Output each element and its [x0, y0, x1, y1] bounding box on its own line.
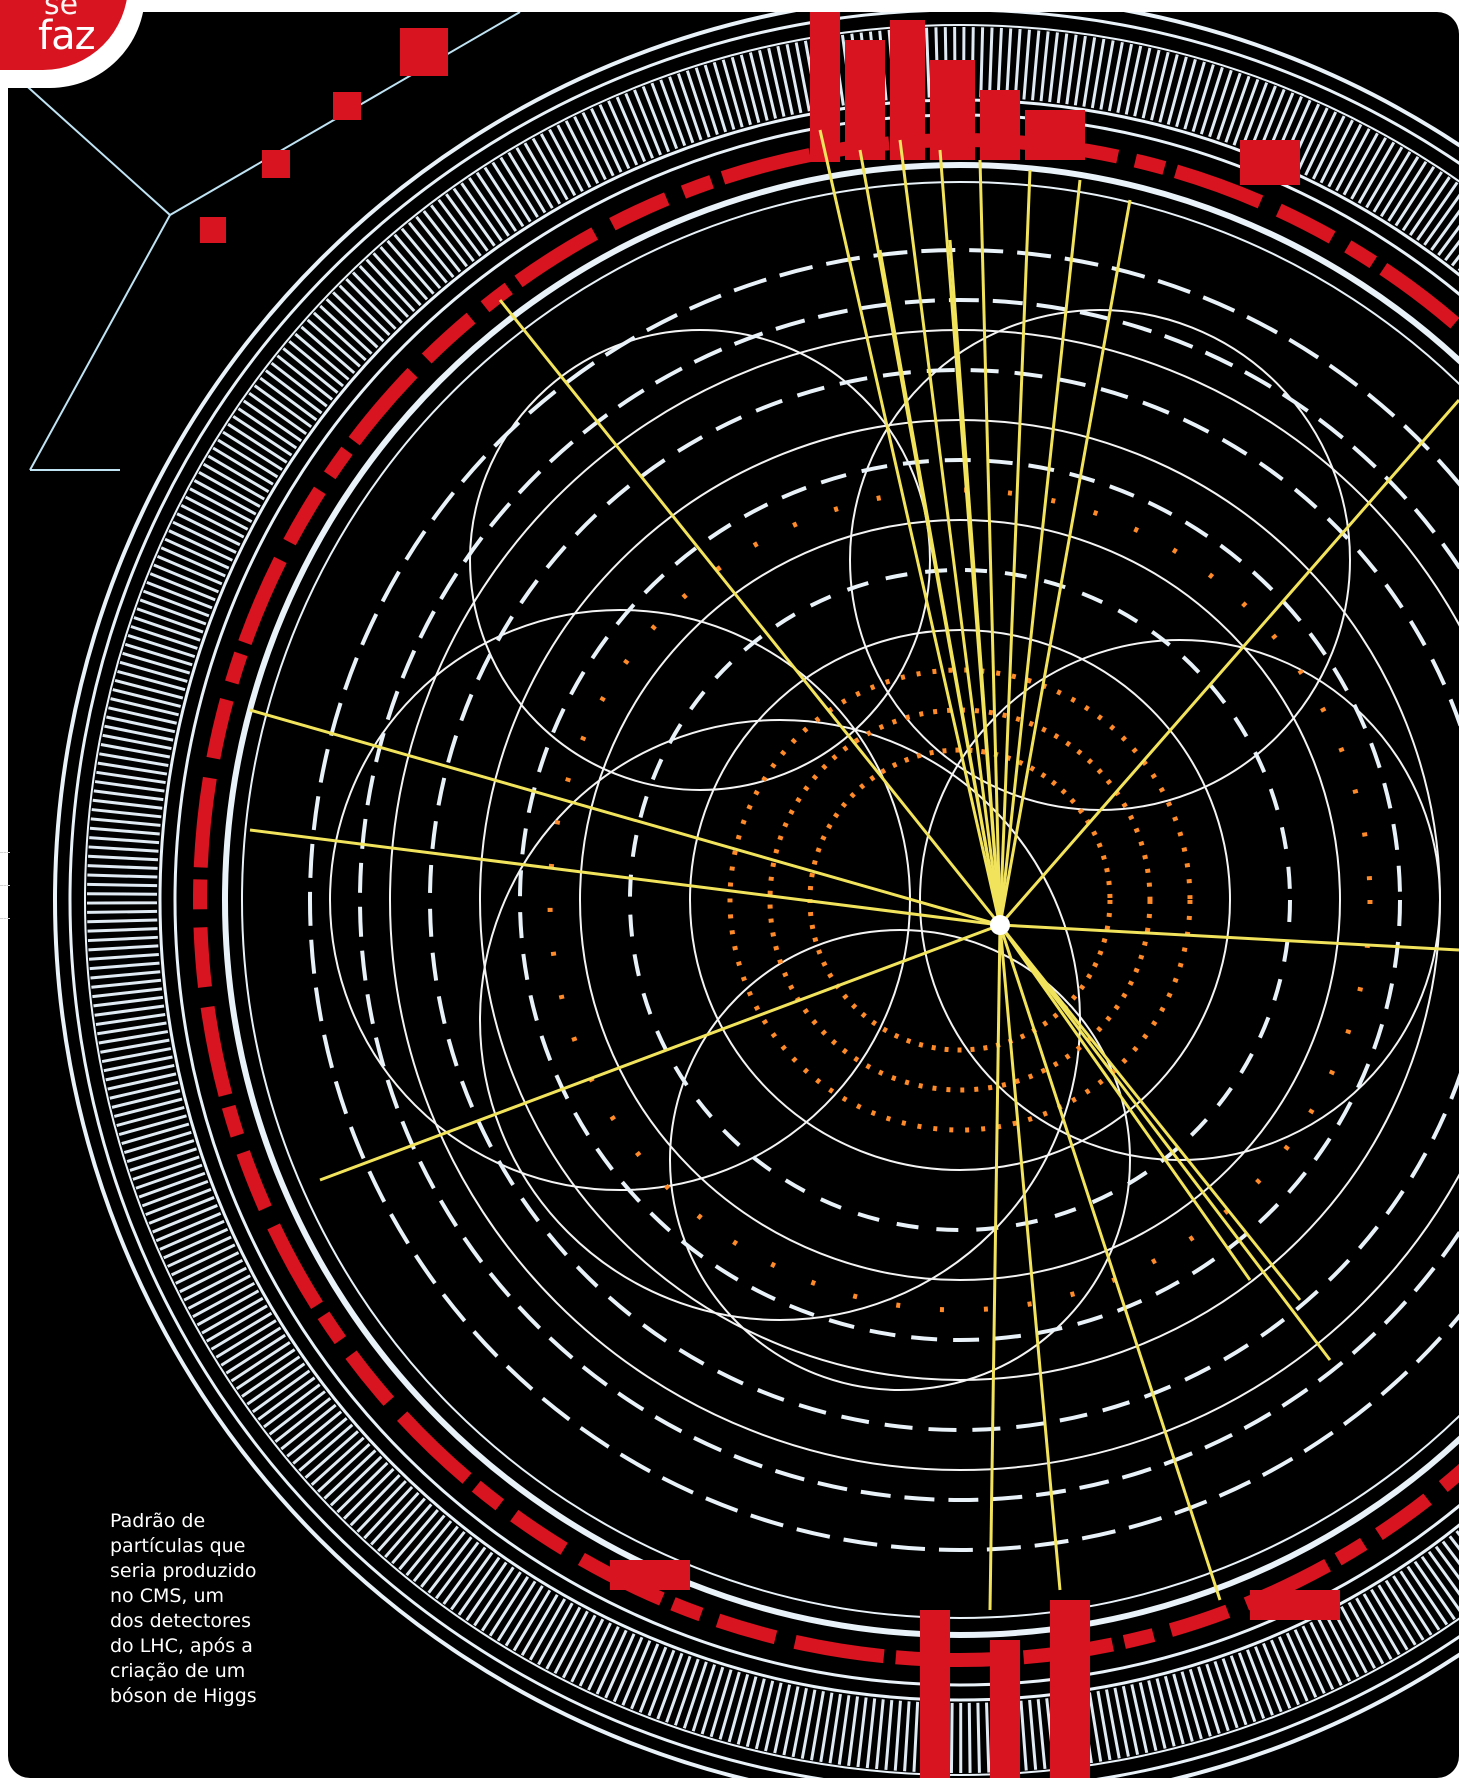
badge-circle: se faz: [0, 0, 128, 70]
image-caption: Padrão de partículas que seria produzido…: [110, 1510, 257, 1707]
margin-guide: [0, 820, 10, 940]
badge-text: faz: [38, 13, 96, 59]
badge-top-text: se: [44, 0, 79, 22]
